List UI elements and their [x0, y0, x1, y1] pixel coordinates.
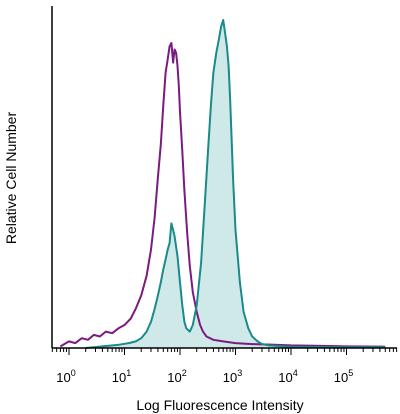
x-tick-base: 10	[112, 370, 126, 385]
axes	[51, 6, 398, 355]
x-tick-base: 10	[278, 370, 292, 385]
series-1-fill	[85, 20, 386, 348]
x-tick-base: 10	[334, 370, 348, 385]
x-tick-base: 10	[56, 370, 70, 385]
x-tick-label: 105	[334, 368, 353, 385]
x-tick-label: 103	[223, 368, 242, 385]
x-tick-labels: 100 101 102 103 104 105	[56, 368, 353, 385]
x-tick-base: 10	[223, 370, 237, 385]
x-tick-label: 100	[56, 368, 75, 385]
x-tick-exponent: 3	[237, 368, 242, 378]
x-tick-label: 104	[278, 368, 297, 385]
series-0-line	[59, 42, 386, 348]
series-1-line	[85, 19, 386, 349]
x-tick-label: 102	[167, 368, 186, 385]
x-tick-exponent: 0	[71, 368, 76, 378]
x-tick-exponent: 4	[293, 368, 298, 378]
x-axis-title: Log Fluorescence Intensity	[136, 397, 303, 413]
x-tick-label: 101	[112, 368, 131, 385]
x-tick-exponent: 1	[126, 368, 131, 378]
series-fills	[85, 20, 386, 348]
x-tick-base: 10	[167, 370, 181, 385]
x-tick-exponent: 5	[348, 368, 353, 378]
y-axis-title: Relative Cell Number	[3, 112, 19, 245]
series-lines	[59, 19, 386, 349]
x-tick-exponent: 2	[182, 368, 187, 378]
